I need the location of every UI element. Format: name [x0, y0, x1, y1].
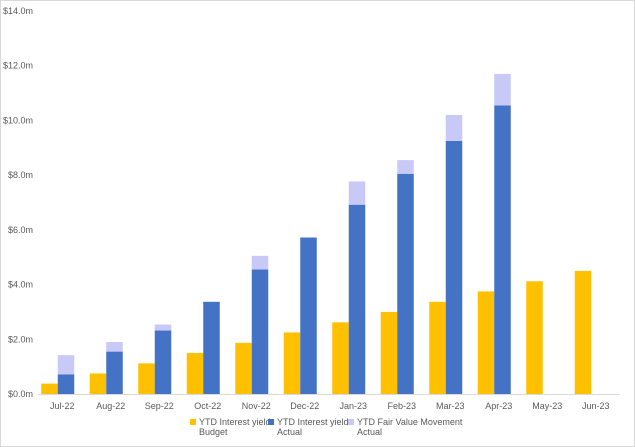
bars: [41, 73, 592, 394]
x-tick-label: Oct-22: [194, 401, 221, 411]
bar-fair-value: [106, 342, 123, 352]
y-tick-label: $14.0m: [3, 6, 33, 16]
legend-label: Actual: [277, 427, 302, 437]
legend-label: YTD Fair Value Movement: [357, 417, 463, 427]
bar-fair-value: [445, 114, 463, 141]
bar-actual: [251, 269, 269, 394]
x-tick-label: Jun-23: [582, 401, 610, 411]
bar-fair-value: [348, 181, 366, 205]
x-tick-label: Jan-23: [339, 401, 367, 411]
y-tick-label: $10.0m: [3, 115, 33, 125]
bar-actual: [57, 374, 75, 394]
legend-label: YTD Interest yield: [199, 417, 271, 427]
legend-swatch: [190, 419, 196, 425]
bar-fair-value: [57, 355, 75, 375]
x-axis-ticks: Jul-22 Aug-22 Sep-22 Oct-22 Nov-22 Dec-22 Jan-…: [50, 401, 610, 411]
bar-budget: [235, 342, 252, 394]
legend-label: Actual: [357, 427, 382, 437]
bar-actual: [106, 351, 123, 394]
y-tick-label: $6.0m: [8, 225, 33, 235]
legend-swatch: [348, 419, 354, 425]
y-tick-label: $4.0m: [8, 280, 33, 290]
bar-fair-value: [154, 324, 172, 331]
x-tick-label: Aug-22: [96, 401, 125, 411]
bar-actual: [494, 105, 511, 394]
legend-label: Budget: [199, 427, 228, 437]
bar-fair-value: [251, 255, 269, 270]
x-tick-label: Nov-22: [242, 401, 271, 411]
bar-budget: [526, 281, 543, 394]
legend-swatch: [268, 419, 274, 425]
x-tick-label: Apr-23: [485, 401, 512, 411]
x-tick-label: Dec-22: [290, 401, 319, 411]
x-tick-label: Feb-23: [387, 401, 416, 411]
bar-actual: [203, 301, 220, 394]
x-tick-label: Mar-23: [436, 401, 465, 411]
bar-actual: [154, 330, 172, 394]
bar-budget: [41, 383, 58, 394]
x-tick-label: Jul-22: [50, 401, 75, 411]
y-tick-label: $2.0m: [8, 334, 33, 344]
bar-budget: [89, 373, 107, 394]
legend-label: YTD Interest yield: [277, 417, 349, 427]
bar-budget: [138, 363, 155, 394]
bar-budget: [380, 311, 398, 394]
bar-actual: [300, 237, 317, 394]
bar-actual: [397, 173, 414, 394]
bar-budget: [186, 352, 204, 394]
y-tick-label: $12.0m: [3, 61, 33, 71]
y-tick-label: $8.0m: [8, 170, 33, 180]
y-axis-ticks: $0.0m $2.0m $4.0m $6.0m $8.0m $10.0m $12.0m $14…: [3, 6, 33, 399]
bar-fair-value: [397, 160, 414, 174]
x-tick-label: May-23: [532, 401, 562, 411]
bar-fair-value: [494, 73, 511, 106]
x-tick-label: Sep-22: [145, 401, 174, 411]
bar-budget: [477, 291, 495, 394]
y-tick-label: $0.0m: [8, 389, 33, 399]
bar-actual: [348, 204, 366, 394]
bar-budget: [574, 270, 592, 394]
bar-budget: [429, 301, 446, 394]
bar-budget: [283, 332, 301, 394]
bar-budget: [332, 322, 349, 394]
bar-actual: [445, 140, 463, 394]
